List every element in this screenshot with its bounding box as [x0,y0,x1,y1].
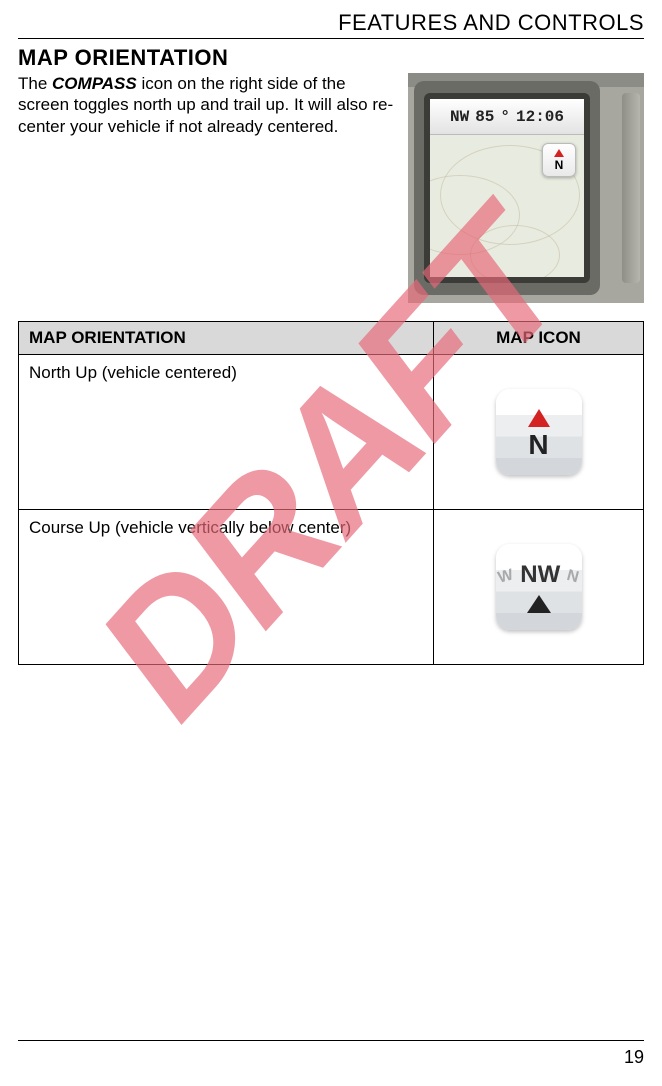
row-course-label: Course Up (vehicle vertically below cent… [19,510,434,665]
compass-button[interactable]: N [542,143,576,177]
topbar-heading: 85 [475,108,494,126]
page-number: 19 [624,1047,644,1067]
section-title: MAP ORIENTATION [18,45,644,71]
intro-paragraph: The COMPASS icon on the right side of th… [18,73,398,303]
course-mid: NW [520,561,560,589]
device-topbar: NW 85 ° 12:06 [430,99,584,135]
topbar-deg: ° [500,108,510,126]
topbar-time: 12:06 [516,108,564,126]
gps-device-screenshot: NW 85 ° 12:06 N [408,73,644,303]
device-map-area: N [430,135,584,277]
intro-bold: COMPASS [52,74,137,93]
map-orientation-table: MAP ORIENTATION MAP ICON North Up (vehic… [18,321,644,665]
compass-n-label: N [555,158,564,172]
table-header-icon: MAP ICON [434,322,644,355]
row-north-icon-cell: N [434,355,644,510]
course-up-icon: W NW N [496,544,582,630]
topbar-direction: NW [450,108,469,126]
table-header-orientation: MAP ORIENTATION [19,322,434,355]
table-row: North Up (vehicle centered) N [19,355,644,510]
north-triangle-icon [554,149,564,157]
black-triangle-icon [527,595,551,613]
chapter-header: FEATURES AND CONTROLS [18,10,644,39]
row-north-label: North Up (vehicle centered) [19,355,434,510]
intro-pre: The [18,74,52,93]
table-row: Course Up (vehicle vertically below cent… [19,510,644,665]
row-course-icon-cell: W NW N [434,510,644,665]
page-footer: 19 [18,1040,644,1068]
north-n-letter: N [528,429,548,461]
course-side-right: N [565,567,581,587]
red-triangle-icon [528,409,550,427]
course-side-left: W [496,566,515,587]
north-up-icon: N [496,389,582,475]
